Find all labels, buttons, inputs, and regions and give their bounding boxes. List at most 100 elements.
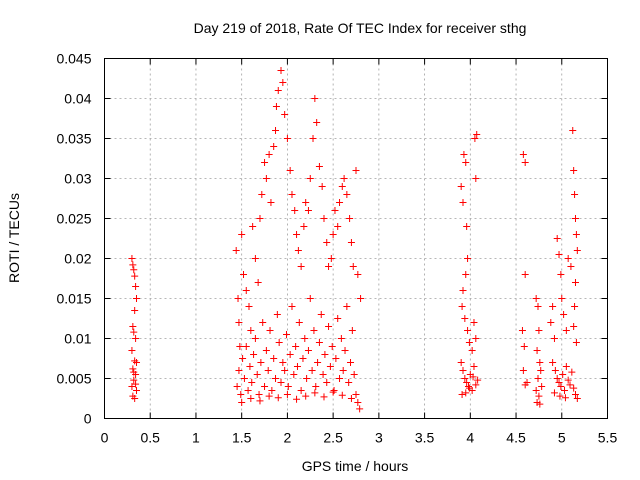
data-point [463,223,471,230]
data-point [561,387,569,394]
data-point [310,327,318,334]
data-point [328,343,336,350]
data-point [354,271,362,278]
data-point [272,127,280,134]
data-point [238,231,246,238]
data-point [536,359,544,366]
data-point [270,143,278,150]
x-tick-label: 2.5 [323,430,343,446]
data-point [297,387,305,394]
data-point [566,381,574,389]
data-point [279,79,287,86]
data-point [550,335,558,342]
data-point [239,355,247,362]
data-point [235,319,243,326]
data-point [329,231,337,238]
data-point [282,331,290,338]
data-point [571,191,579,198]
data-point [293,395,301,403]
data-point [459,199,467,206]
y-tick-label: 0.01 [64,331,91,347]
data-point [319,371,327,378]
data-point [132,335,140,342]
y-tick-label: 0.03 [64,171,91,187]
data-point [293,363,301,370]
data-point [521,159,529,166]
data-point [549,359,557,366]
data-point [242,287,250,294]
x-tick-label: 1.5 [232,430,252,446]
data-point [538,383,546,390]
data-point [234,295,242,302]
data-point [254,279,262,286]
data-point [131,395,139,402]
data-point [130,328,138,336]
data-point [534,303,542,310]
data-point [309,135,317,142]
data-point [250,351,258,358]
data-point [288,303,296,310]
data-point [533,347,541,354]
data-point [568,368,576,376]
data-point [291,207,299,214]
data-point [474,376,482,384]
x-axis-label: GPS time / hours [302,458,409,474]
data-point [259,319,267,326]
data-point [564,255,572,262]
chart-title: Day 219 of 2018, Rate Of TEC Index for r… [194,20,527,36]
data-point [258,191,266,198]
data-point [345,379,353,386]
data-point [334,223,342,230]
data-point [303,375,311,382]
data-point [338,391,346,399]
data-point [523,379,531,386]
data-point [535,327,543,334]
y-tick-label: 0.045 [56,51,91,67]
data-point [520,343,528,350]
data-point [571,303,579,310]
data-point [299,355,307,362]
data-point [312,383,320,390]
data-point [238,399,246,406]
data-point [323,379,331,386]
data-point [462,159,470,166]
data-point [128,383,136,390]
data-point [294,247,302,254]
data-point [535,392,543,400]
data-point [270,355,278,362]
data-point [521,271,529,278]
data-point [573,395,581,402]
y-tick-label: 0.02 [64,251,91,267]
data-point [349,263,357,270]
data-point [302,199,310,206]
data-point [571,279,579,286]
data-point [262,347,270,354]
data-point [128,255,136,262]
data-point [532,387,540,394]
y-tick-label: 0.005 [56,371,91,387]
data-point [337,335,345,342]
data-point [464,383,472,390]
data-point [470,319,478,326]
data-point [279,359,287,366]
data-point [463,379,471,386]
data-point [247,327,255,334]
data-point [281,111,289,118]
data-point [267,199,275,206]
data-point [321,351,329,358]
data-point [473,131,481,138]
data-point [553,375,561,382]
data-point [266,327,274,334]
data-point [261,159,269,166]
data-point [519,151,527,158]
data-point [547,319,555,326]
data-point [343,191,351,198]
data-point [320,393,328,401]
data-point [306,175,314,182]
data-point [253,371,261,378]
data-point [315,163,323,170]
data-point [131,307,139,314]
data-point [561,394,569,402]
data-point [570,384,578,392]
data-point [569,127,577,134]
